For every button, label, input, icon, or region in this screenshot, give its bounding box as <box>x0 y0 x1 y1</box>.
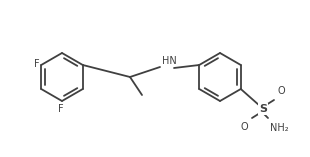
Text: F: F <box>58 104 64 114</box>
Text: O: O <box>278 86 286 96</box>
Text: NH₂: NH₂ <box>270 123 289 133</box>
Text: F: F <box>33 59 39 69</box>
Text: S: S <box>259 104 267 114</box>
Text: O: O <box>240 122 248 132</box>
Text: HN: HN <box>162 56 177 66</box>
